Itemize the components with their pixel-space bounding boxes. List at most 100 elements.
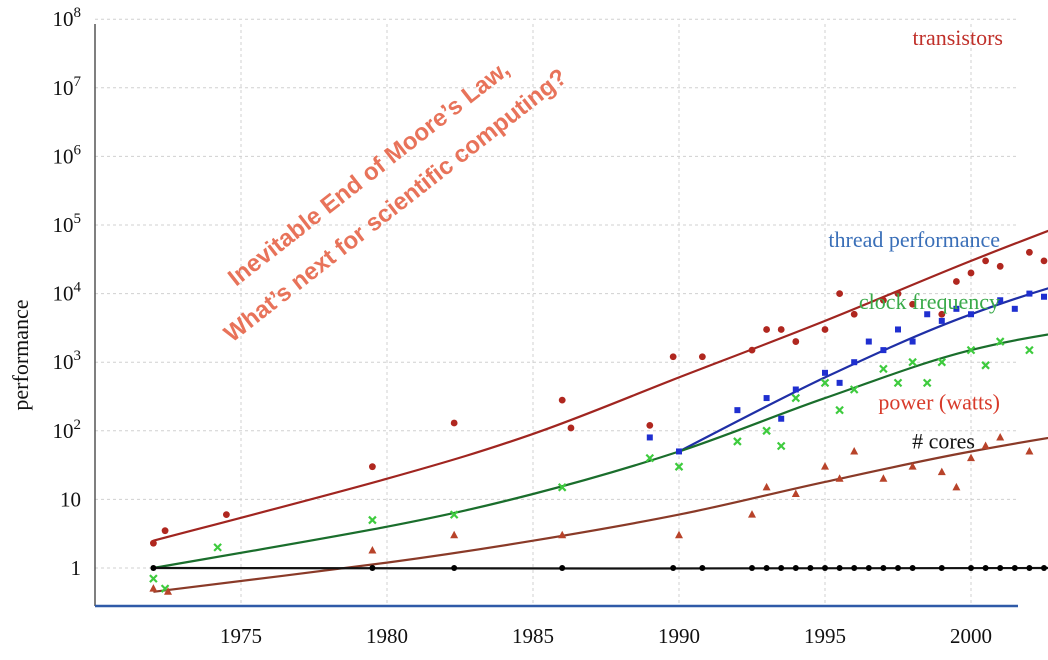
cores-point: [1026, 565, 1033, 571]
y-tick-label: 104: [53, 280, 82, 306]
y-tick-base: 10: [53, 419, 74, 443]
marker-stroke: [937, 357, 947, 367]
transistors-point: [567, 424, 575, 432]
clock-frequency-point: [1025, 345, 1034, 355]
transistors-point: [938, 310, 946, 318]
y-tick-exponent: 3: [74, 348, 82, 364]
marker-stroke: [966, 345, 976, 355]
clock-frequency-point: [733, 437, 742, 446]
power-point: [748, 510, 756, 518]
cores-point: [938, 565, 945, 571]
clock-frequency-point: [149, 574, 158, 583]
marker-stroke: [791, 393, 801, 403]
marker-stroke: [879, 364, 888, 374]
clock-frequency-point: [449, 510, 459, 519]
cores-point: [807, 565, 814, 571]
y-tick-label: 102: [53, 417, 82, 443]
cores-point: [836, 565, 843, 571]
clock-frequency-point: [762, 426, 771, 436]
thread-performance-point: [865, 338, 872, 345]
thread-performance-point: [822, 369, 828, 376]
thread-performance-point: [763, 395, 770, 402]
clock-frequency-point: [893, 378, 903, 388]
marker-stroke: [674, 462, 684, 471]
clock-frequency-point: [849, 385, 859, 394]
transistors-point: [953, 278, 960, 285]
marker-stroke: [849, 385, 859, 394]
y-tick-exponent: 6: [74, 142, 82, 158]
series-label-0: transistors: [913, 25, 1003, 50]
thread-performance-point: [1041, 293, 1047, 300]
y-tick-base: 10: [53, 282, 74, 306]
marker-stroke: [733, 437, 742, 446]
y-tick-label: 107: [53, 74, 82, 100]
series-label-3: power (watts): [878, 389, 1000, 414]
clock-frequency-point: [879, 364, 888, 374]
marker-stroke: [213, 543, 222, 552]
transistors-point: [792, 338, 800, 345]
series-labels: transistors thread performance clock frequ…: [828, 25, 1003, 453]
y-axis-label: performance: [8, 299, 33, 410]
cores-point: [909, 565, 916, 571]
trend-line-4: [153, 566, 1048, 570]
transistors-point: [894, 290, 902, 297]
transistors-point: [836, 290, 843, 297]
power-point: [164, 587, 172, 595]
transistors-point: [558, 396, 566, 404]
clock-frequency-point: [937, 357, 947, 367]
x-tick-label: 1995: [804, 624, 846, 648]
y-tick-base: 1: [71, 556, 82, 580]
y-tick-exponent: 5: [74, 211, 82, 227]
y-tick-base: 10: [53, 144, 74, 168]
power-point: [937, 467, 946, 476]
cores-point: [822, 565, 828, 571]
thread-performance-point: [880, 347, 887, 354]
transistors-point: [748, 346, 756, 354]
clock-frequency-point: [213, 543, 222, 552]
cores-point: [1011, 565, 1018, 571]
cores-point: [369, 565, 376, 571]
power-point: [908, 462, 917, 470]
cores-point: [982, 565, 989, 571]
cores-point: [997, 565, 1004, 571]
transistors-point: [821, 326, 829, 333]
transistors-point: [1040, 257, 1048, 265]
axes: [94, 24, 1018, 608]
grid: [95, 18, 1018, 606]
thread-performance-point: [646, 434, 653, 441]
power-point: [879, 474, 888, 482]
x-tick-label: 1990: [658, 624, 700, 648]
power-point: [675, 530, 683, 539]
clock-frequency-point: [820, 378, 830, 388]
cores-point: [749, 565, 755, 571]
y-tick-base: 10: [60, 487, 81, 511]
transistors-point: [982, 257, 989, 265]
marker-stroke: [1025, 345, 1034, 355]
data-points: [149, 248, 1048, 595]
power-point: [149, 584, 158, 592]
transistors-point: [850, 310, 858, 318]
power-point: [850, 446, 859, 455]
cores-point: [763, 565, 770, 571]
trend-line-2: [153, 333, 1048, 570]
transistors-point: [646, 421, 654, 429]
y-tick-label: 1: [71, 556, 82, 580]
cores-point: [778, 565, 785, 571]
y-tick-exponent: 7: [74, 74, 82, 90]
power-point: [762, 482, 771, 491]
x-tick-label: 1985: [512, 624, 554, 648]
clock-frequency-point: [557, 483, 567, 492]
plot-area: [95, 24, 1018, 606]
clock-frequency-point: [776, 441, 786, 451]
transistors-point: [223, 511, 230, 519]
marker-stroke: [922, 378, 932, 388]
thread-performance-point: [676, 448, 682, 455]
x-tick-labels: 1975198019851990199520002005201020152020…: [220, 624, 992, 648]
clock-frequency-point: [995, 337, 1005, 346]
power-point: [558, 530, 567, 539]
power-point: [981, 441, 990, 450]
y-tick-label: 103: [53, 348, 82, 374]
marker-stroke: [645, 453, 655, 463]
cores-point: [880, 565, 887, 571]
